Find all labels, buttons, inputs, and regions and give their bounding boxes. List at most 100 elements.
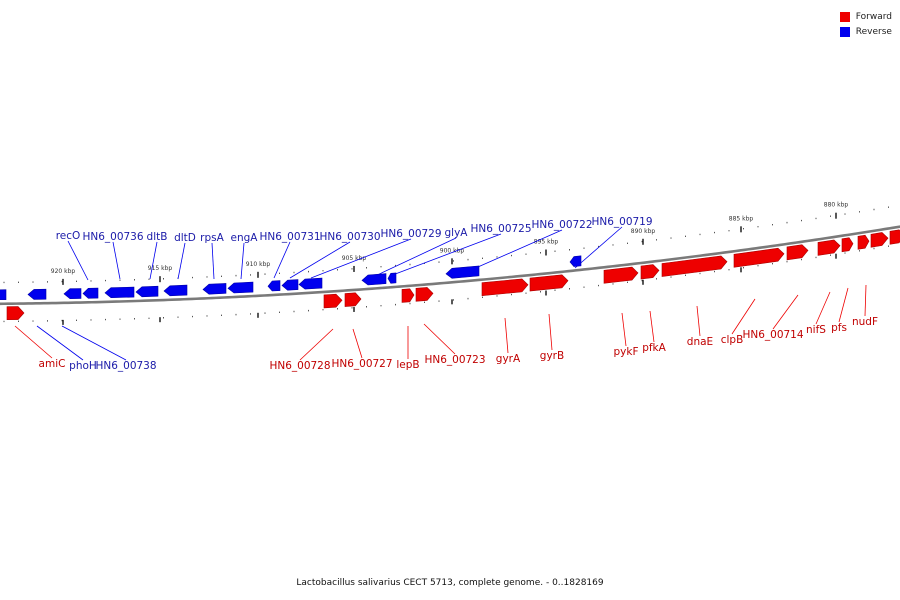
legend-forward-label: Forward [855, 11, 892, 22]
label-leader [548, 313, 553, 351]
forward-gene-arrow [481, 278, 529, 297]
reverse-gene-arrow [202, 283, 227, 295]
gene-label-reverse: glyA [445, 227, 469, 239]
scale-label: 920 kbp [51, 268, 76, 275]
gene-label-forward: nudF [852, 316, 878, 328]
reverse-gene-arrow [63, 288, 82, 300]
gene-label-forward: lepB [396, 359, 419, 371]
genome-caption: Lactobacillus salivarius CECT 5713, comp… [296, 578, 604, 588]
forward-gene-arrow [344, 292, 362, 307]
reverse-gene-arrow [298, 277, 323, 290]
label-leader [273, 241, 291, 279]
reverse-gene-arrow [281, 279, 299, 291]
forward-gene-arrow [786, 244, 809, 261]
label-leader [14, 325, 53, 359]
forward-gene-arrow [401, 288, 415, 303]
genome-backbone [0, 225, 900, 306]
label-leader [389, 233, 502, 277]
gene-label-forward: HN6_00727 [331, 358, 392, 370]
label-leader [815, 291, 831, 325]
forward-gene-arrow [817, 239, 841, 256]
label-leader [36, 325, 84, 361]
gene-label-reverse: phoH [69, 360, 97, 372]
reverse-gene-arrow [0, 289, 7, 301]
gene-label-forward: pykF [614, 346, 639, 358]
gene-label-forward: pfkA [642, 342, 666, 354]
gene-label-forward: dnaE [687, 336, 713, 348]
label-leader [310, 238, 412, 279]
gene-label-forward: amiC [39, 358, 66, 370]
forward-swatch [839, 11, 850, 22]
legend-reverse: Reverse [839, 24, 892, 39]
label-leader [731, 298, 756, 335]
label-leader [149, 241, 158, 280]
label-leader [621, 312, 627, 347]
gene-label-reverse: HN6_00725 [470, 223, 531, 235]
label-leader [649, 310, 655, 343]
label-leader [61, 325, 127, 361]
label-leader [574, 226, 623, 269]
label-leader [352, 328, 363, 359]
scale-label: 880 kbp [824, 202, 849, 209]
forward-gene-arrow [603, 266, 639, 284]
gene-label-forward: nifS [806, 324, 826, 336]
reverse-swatch [839, 26, 850, 37]
gene-label-reverse: dltB [147, 231, 168, 243]
gene-label-forward: clpB [721, 334, 744, 346]
forward-gene-arrow [529, 274, 569, 292]
gene-label-reverse: HN6_00736 [82, 231, 143, 243]
gene-label-forward: HN6_00714 [742, 329, 803, 341]
reverse-gene-arrow [387, 272, 397, 284]
scale-label: 900 kbp [440, 247, 465, 254]
label-leader [372, 237, 457, 278]
gene-label-reverse: HN6_00722 [531, 219, 592, 231]
gene-label-reverse: HN6_00731 [259, 231, 320, 243]
reverse-gene-arrow [135, 285, 159, 298]
label-leader [838, 287, 849, 323]
forward-gene-arrow [870, 232, 889, 248]
scale-label: 915 kbp [148, 265, 173, 272]
scale-label: 895 kbp [534, 238, 559, 245]
reverse-gene-arrow [569, 255, 582, 267]
label-leader [299, 328, 334, 361]
gene-label-forward: HN6_00723 [424, 354, 485, 366]
label-leader [504, 317, 509, 354]
gene-label-reverse: engA [231, 232, 259, 244]
forward-gene-arrow [889, 229, 900, 245]
legend-reverse-label: Reverse [855, 26, 892, 37]
forward-gene-arrow [323, 293, 343, 309]
scale-label: 905 kbp [342, 255, 367, 262]
reverse-gene-arrow [361, 273, 387, 286]
gene-label-forward: HN6_00728 [269, 360, 330, 372]
gene-label-forward: gyrA [496, 353, 521, 365]
gene-label-reverse: rpsA [200, 232, 224, 244]
forward-gene-arrow [415, 287, 434, 302]
label-leader [864, 284, 867, 317]
gene-label-forward: pfs [831, 322, 847, 334]
forward-gene-arrow [661, 255, 728, 277]
label-leader [240, 242, 245, 280]
label-leader [177, 242, 186, 280]
reverse-gene-arrow [27, 288, 47, 300]
label-leader [772, 294, 799, 330]
gene-label-reverse: HN6_00738 [95, 360, 156, 372]
gene-label-reverse: dltD [174, 232, 196, 244]
reverse-gene-arrow [445, 265, 480, 279]
reverse-gene-arrow [227, 281, 254, 294]
forward-gene-arrow [733, 247, 785, 268]
gene-label-reverse: HN6_00730 [319, 231, 380, 243]
label-leader [289, 241, 351, 279]
label-leader [696, 305, 701, 337]
scale-label: 910 kbp [246, 261, 271, 268]
label-leader [112, 241, 121, 280]
legend: Forward Reverse [839, 9, 892, 39]
scale-label: 885 kbp [729, 215, 754, 222]
reverse-gene-arrow [82, 287, 99, 299]
forward-gene-arrow [6, 306, 25, 321]
label-leader [211, 242, 215, 280]
gene-label-forward: gyrB [540, 350, 564, 362]
label-leader [67, 240, 89, 281]
gene-label-reverse: HN6_00729 [380, 228, 441, 240]
reverse-gene-arrow [104, 286, 135, 299]
